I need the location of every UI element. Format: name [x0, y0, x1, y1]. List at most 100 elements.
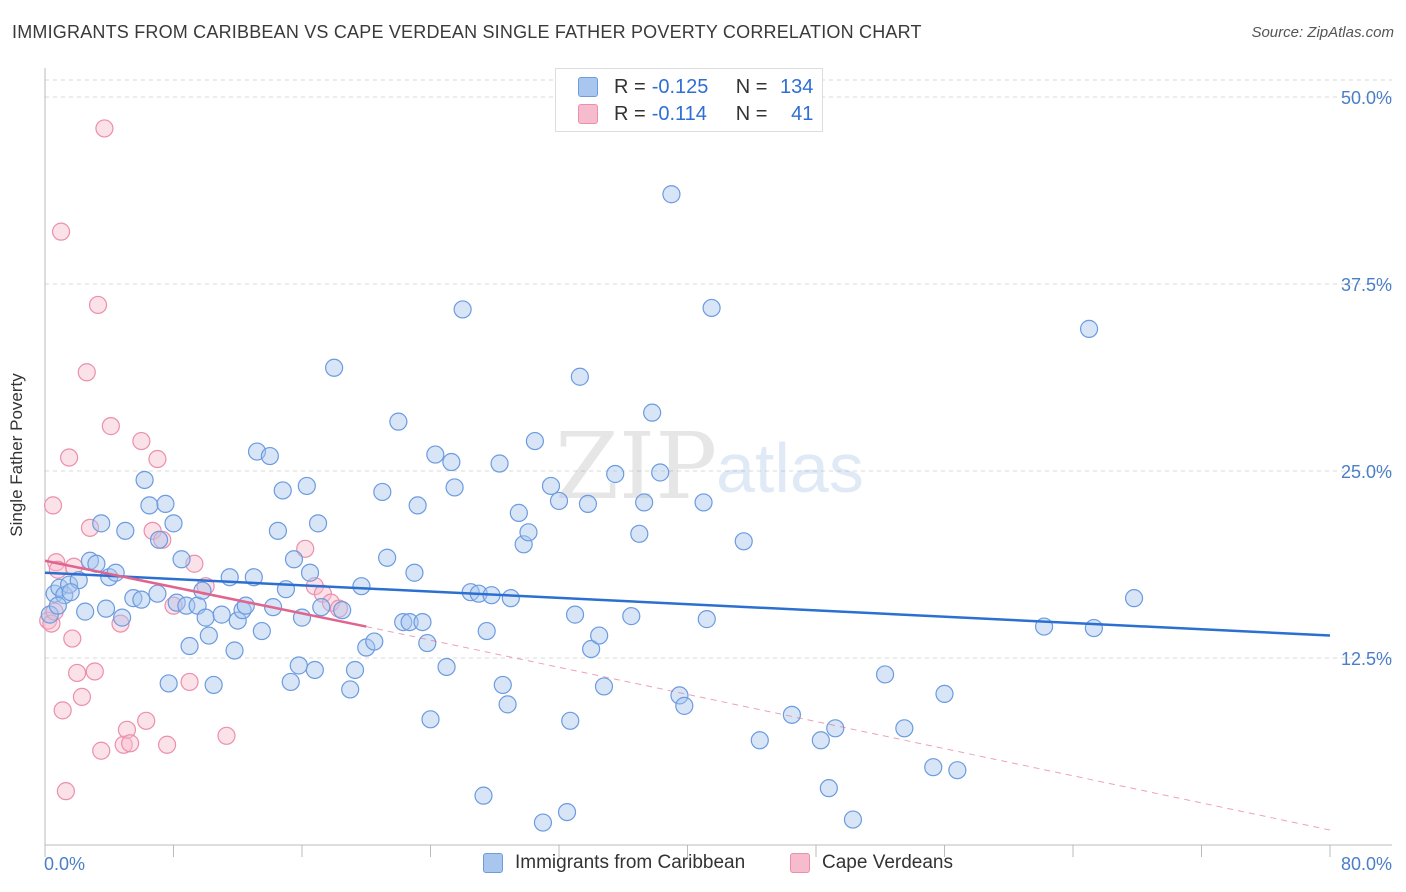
- data-point-caribbean: [135, 470, 154, 490]
- data-point-caribbean: [895, 719, 914, 738]
- data-point-caribbean: [164, 514, 183, 533]
- data-point-caribbean: [594, 677, 614, 696]
- legend-swatch-blue: [578, 77, 598, 97]
- data-point-caribbean: [694, 493, 713, 512]
- data-point-caribbean: [453, 300, 472, 319]
- data-point-cape-verdeans: [63, 629, 82, 648]
- legend-row-cape-verdeans: R = -0.114 N = 41: [578, 102, 813, 126]
- chart-title: IMMIGRANTS FROM CARIBBEAN VS CAPE VERDEA…: [12, 22, 922, 42]
- data-point-cape-verdeans: [296, 539, 315, 558]
- data-point-caribbean: [662, 185, 681, 204]
- legend-swatch-blue: [483, 853, 503, 873]
- data-point-caribbean: [643, 403, 662, 422]
- data-point-caribbean: [268, 521, 288, 540]
- data-point-caribbean: [582, 639, 601, 659]
- y-tick-label: 37.5%: [1341, 275, 1392, 295]
- data-point-cape-verdeans: [217, 726, 236, 745]
- data-point-caribbean: [112, 608, 132, 627]
- data-point-cape-verdeans: [59, 448, 79, 467]
- data-point-caribbean: [734, 532, 753, 551]
- legend-swatch-pink: [790, 853, 810, 873]
- data-point-caribbean: [651, 463, 670, 482]
- data-point-cape-verdeans: [43, 496, 63, 515]
- data-point-caribbean: [578, 494, 598, 514]
- data-point-caribbean: [418, 633, 437, 653]
- data-point-cape-verdeans: [51, 222, 71, 241]
- data-point-caribbean: [843, 810, 863, 829]
- data-point-caribbean: [148, 584, 167, 603]
- data-point-caribbean: [308, 514, 328, 533]
- legend-n-label: N =: [735, 75, 768, 98]
- series-cape-verdeans: [39, 119, 349, 801]
- data-point-cape-verdeans: [180, 672, 199, 692]
- data-point-caribbean: [365, 632, 384, 651]
- data-point-caribbean: [284, 550, 304, 569]
- data-point-caribbean: [811, 731, 830, 750]
- data-point-caribbean: [525, 431, 545, 451]
- data-point-caribbean: [394, 612, 413, 632]
- legend-row-caribbean: R = -0.125 N = 134: [578, 75, 813, 99]
- x-tick-label: 80.0%: [1341, 854, 1392, 874]
- data-point-caribbean: [252, 621, 271, 641]
- data-point-caribbean: [244, 568, 263, 587]
- data-point-caribbean: [826, 719, 845, 738]
- data-point-caribbean: [924, 758, 943, 777]
- data-point-caribbean: [132, 590, 151, 609]
- data-point-caribbean: [1124, 589, 1144, 608]
- data-point-caribbean: [405, 563, 424, 582]
- x-tick-label: 0.0%: [44, 854, 85, 874]
- data-point-cape-verdeans: [53, 701, 72, 720]
- data-point-caribbean: [437, 657, 456, 677]
- y-tick-labels: 12.5% 25.0% 37.5% 50.0%: [1341, 88, 1392, 669]
- data-point-caribbean: [514, 535, 533, 554]
- data-point-caribbean: [45, 584, 64, 603]
- data-point-caribbean: [549, 491, 569, 511]
- data-point-cape-verdeans: [137, 711, 156, 730]
- data-point-caribbean: [675, 696, 694, 715]
- data-point-cape-verdeans: [77, 363, 96, 382]
- data-point-caribbean: [281, 672, 300, 692]
- data-point-cape-verdeans: [80, 518, 100, 537]
- y-tick-label: 50.0%: [1341, 88, 1392, 108]
- legend-r-label: R =: [614, 102, 646, 125]
- data-point-caribbean: [260, 446, 279, 466]
- data-point-caribbean: [345, 660, 365, 680]
- data-point-cape-verdeans: [95, 119, 114, 138]
- data-point-caribbean: [212, 605, 231, 624]
- data-point-cape-verdeans: [132, 431, 151, 451]
- data-point-caribbean: [59, 575, 79, 594]
- data-point-caribbean: [875, 665, 895, 684]
- data-point-caribbean: [325, 358, 344, 377]
- data-point-caribbean: [305, 660, 324, 680]
- data-point-cape-verdeans: [56, 782, 75, 801]
- data-point-caribbean: [140, 496, 159, 515]
- data-point-caribbean: [289, 656, 308, 675]
- data-point-caribbean: [333, 601, 352, 620]
- data-point-caribbean: [782, 705, 802, 724]
- legend-label-cape-verdeans: Cape Verdeans: [822, 852, 953, 873]
- trend-line-cape-verdeans: [44, 559, 367, 628]
- watermark-atlas: atlas: [716, 429, 864, 507]
- data-point-cape-verdeans: [92, 741, 111, 760]
- y-tick-label: 12.5%: [1341, 649, 1392, 669]
- data-point-caribbean: [312, 598, 331, 617]
- data-point-caribbean: [48, 596, 67, 615]
- legend-r-value: -0.114: [651, 102, 707, 125]
- data-point-caribbean: [442, 452, 461, 472]
- data-point-caribbean: [697, 610, 716, 629]
- data-point-caribbean: [630, 524, 649, 543]
- data-point-caribbean: [557, 802, 577, 822]
- legend-n-value: 134: [780, 75, 814, 98]
- data-point-caribbean: [300, 563, 320, 582]
- data-point-caribbean: [76, 602, 95, 621]
- data-point-caribbean: [565, 605, 585, 624]
- data-point-caribbean: [408, 496, 427, 515]
- data-point-caribbean: [501, 589, 520, 608]
- data-point-caribbean: [116, 521, 135, 540]
- data-point-caribbean: [400, 612, 419, 632]
- data-point-caribbean: [1084, 618, 1103, 638]
- data-point-caribbean: [541, 476, 561, 496]
- data-point-caribbean: [156, 494, 175, 514]
- data-point-caribbean: [180, 636, 199, 656]
- data-point-caribbean: [341, 680, 360, 699]
